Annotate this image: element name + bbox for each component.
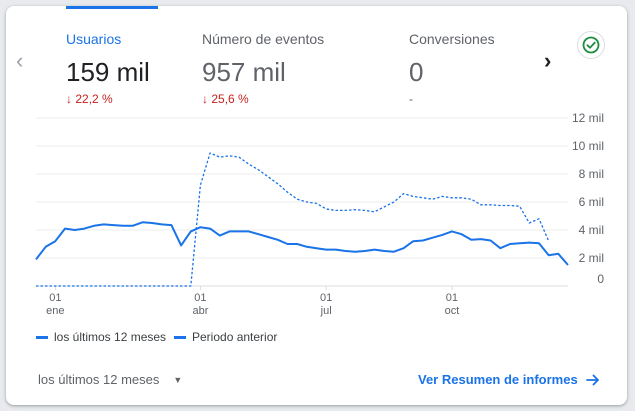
- check-circle-icon[interactable]: [577, 31, 605, 59]
- caret-down-icon: ▼: [173, 374, 183, 385]
- x-tick-month: jul: [320, 305, 332, 317]
- metric-value: 0: [409, 57, 424, 87]
- period-dropdown[interactable]: los últimos 12 meses ▼: [38, 372, 183, 387]
- y-tick-label: 8 mil: [579, 167, 604, 181]
- previous-period-line: [36, 152, 550, 287]
- metric-delta: ↓ 25,6 %: [202, 92, 249, 106]
- y-tick-label: 0: [597, 272, 604, 286]
- x-tick-month: oct: [445, 305, 460, 317]
- dashed-line-swatch: [174, 335, 186, 339]
- summary-card: ‹ Usuarios 159 mil ↓ 22,2 % Número de ev…: [6, 6, 627, 405]
- y-tick-label: 10 mil: [572, 139, 604, 153]
- x-tick-day: 01: [49, 292, 61, 304]
- x-tick-month: abr: [192, 305, 208, 317]
- y-tick-label: 2 mil: [579, 251, 604, 265]
- y-tick-label: 12 mil: [572, 111, 604, 125]
- metric-tab-eventos[interactable]: Número de eventos 957 mil ↓ 25,6 %: [202, 30, 324, 106]
- view-reports-link[interactable]: Ver Resumen de informes: [418, 372, 600, 387]
- x-tick-day: 01: [320, 292, 332, 304]
- arrow-down-icon: ↓: [202, 92, 208, 106]
- metric-label: Usuarios: [66, 31, 122, 47]
- legend-item-previous[interactable]: Periodo anterior: [174, 330, 277, 344]
- current-period-line: [35, 221, 569, 266]
- metric-label: Conversiones: [409, 31, 495, 47]
- active-tab-indicator: [66, 6, 158, 9]
- arrow-right-icon: [585, 374, 599, 385]
- x-tick-day: 01: [446, 292, 458, 304]
- metric-label: Número de eventos: [202, 31, 325, 47]
- metric-value: 159 mil: [66, 57, 150, 87]
- chevron-right-icon[interactable]: ›: [544, 48, 552, 73]
- metric-value: 957 mil: [202, 57, 286, 87]
- metric-delta: -: [409, 92, 413, 106]
- legend-item-current[interactable]: los últimos 12 meses: [36, 330, 166, 344]
- y-tick-label: 6 mil: [579, 195, 604, 209]
- y-tick-label: 4 mil: [579, 223, 604, 237]
- solid-line-swatch: [36, 335, 48, 339]
- metric-tab-usuarios[interactable]: Usuarios 159 mil ↓ 22,2 %: [66, 30, 150, 106]
- x-tick-day: 01: [194, 292, 206, 304]
- arrow-down-icon: ↓: [66, 92, 72, 106]
- chevron-left-icon[interactable]: ‹: [16, 48, 24, 73]
- metric-tab-conversiones[interactable]: Conversiones 0 -: [409, 30, 495, 106]
- metric-delta: ↓ 22,2 %: [66, 92, 113, 106]
- x-tick-month: ene: [46, 305, 64, 317]
